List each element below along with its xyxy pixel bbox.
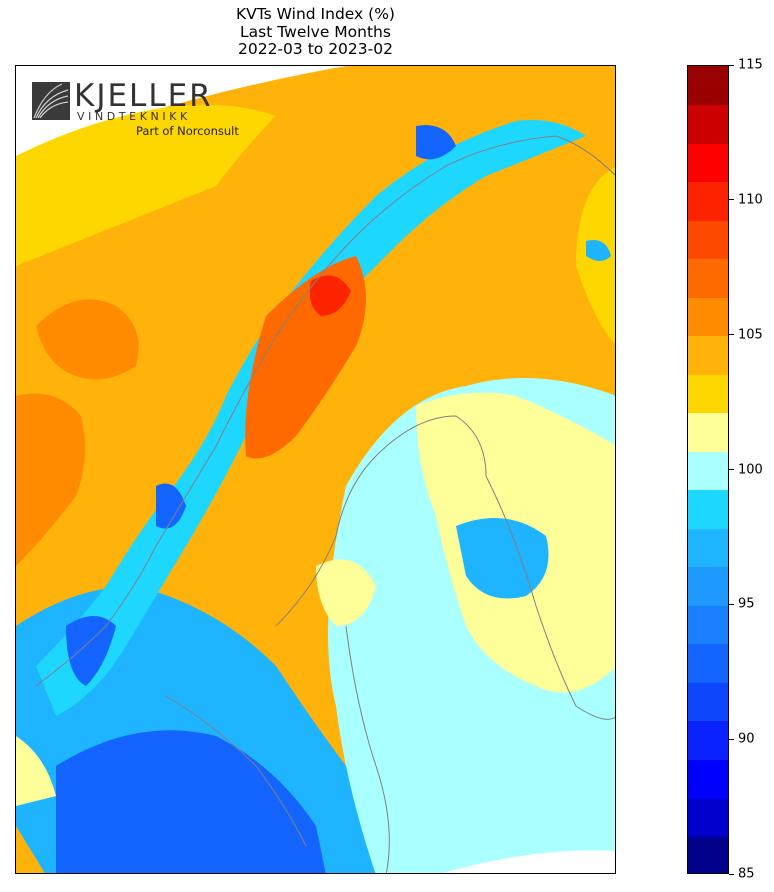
colorbar-segment [688,143,728,183]
colorbar-segment [688,643,728,683]
colorbar-tick-label: 90 [738,731,755,747]
title-line-1: KVTs Wind Index (%) [236,5,395,23]
title-line-2: Last Twelve Months [240,22,391,41]
wind-index-map: KJELLER VINDTEKNIKK Part of Norconsult [15,65,616,874]
logo-tagline: Part of Norconsult [136,124,239,138]
colorbar-segment [688,412,728,452]
map-lake-region [456,518,549,599]
colorbar-tick [729,873,734,875]
colorbar-tick [729,603,734,605]
map-outside-projection-bottom [443,850,615,873]
logo-wave-icon [33,83,69,119]
colorbar-segment [688,258,728,298]
colorbar-tick [729,334,734,336]
colorbar-segment [688,297,728,337]
colorbar-segment [688,489,728,529]
colorbar-tick-label: 95 [738,596,755,612]
colorbar-segment [688,528,728,568]
colorbar-segment [688,181,728,221]
colorbar-tick [729,738,734,740]
map-coastline-bothnia [275,415,487,627]
map-coastline-sweden-east [345,625,390,873]
colorbar-segment [688,220,728,260]
colorbar-tick [729,64,734,66]
colorbar [687,65,729,874]
map-southern-deep-region [56,730,326,873]
colorbar-tick [729,469,734,470]
map-mountain-deep-3 [416,125,456,160]
map-kola-blue-spot [586,240,611,261]
colorbar-segment [688,836,728,873]
logo-subname: VINDTEKNIKK [77,110,191,123]
map-inland-peak [309,275,351,316]
colorbar-tick-label: 115 [738,57,763,73]
colorbar-tick-label: 105 [738,327,763,343]
map-north-sea-band [16,104,276,266]
colorbar-segment [688,566,728,606]
colorbar-tick-label: 85 [738,866,755,882]
colorbar-tick-label: 110 [738,192,763,208]
colorbar-tick-label: 100 [738,462,763,477]
colorbar-segment [688,374,728,414]
map-coastlines [35,135,615,873]
colorbar-segment [688,797,728,838]
map-mountain-deep-1 [66,616,116,686]
colorbar-segment [688,66,728,106]
logo-name: KJELLER [74,78,213,114]
chart-title: KVTs Wind Index (%) Last Twelve Months 2… [15,5,616,59]
colorbar-tick [729,199,734,201]
kjeller-logo-mark [32,82,70,120]
map-gulf-pale [316,559,376,626]
colorbar-segment [688,759,728,799]
title-line-3: 2022-03 to 2023-02 [238,40,393,58]
map-west-sea-high-2 [36,299,139,380]
map-coastline-finland [485,475,615,720]
colorbar-segment [688,451,728,491]
colorbar-segment [688,682,728,722]
map-mountain-deep-2 [156,483,186,529]
colorbar-segment [688,335,728,375]
map-coastline-norway [35,135,615,687]
colorbar-segment [688,104,728,144]
map-sw-pale-region [16,736,56,806]
map-canvas [16,66,615,873]
map-west-sea-high [16,393,85,566]
map-coastline-south [165,695,307,847]
map-outside-projection-top [16,66,346,156]
colorbar-segment [688,605,728,645]
colorbar-segment [688,720,728,760]
